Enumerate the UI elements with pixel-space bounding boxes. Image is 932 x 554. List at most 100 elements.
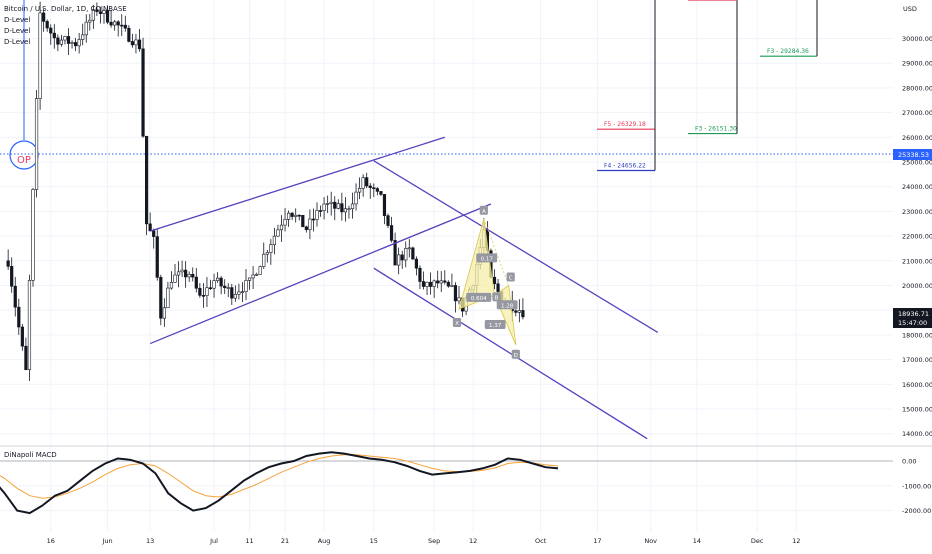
price-tick-label: 17000.00 <box>902 356 932 364</box>
pattern-label-a-text: A <box>482 209 486 215</box>
candle-body <box>428 281 433 287</box>
candle-body <box>162 307 166 319</box>
pattern-label-b-text: B <box>495 295 499 301</box>
candle-body <box>84 21 88 36</box>
harmonic-pattern: X A B C D 0.17 0.604 1.28 1.37 <box>452 205 520 359</box>
candle-body <box>187 273 191 278</box>
candle-body <box>127 27 131 42</box>
candle-body <box>453 285 458 302</box>
falling-channel-lower <box>373 267 648 440</box>
candle-body <box>255 274 259 276</box>
symbol-title[interactable]: Bitcoin / U.S. Dollar, 1D, COINBASE <box>4 5 127 13</box>
candle-body <box>432 280 436 287</box>
candle-body <box>24 345 28 370</box>
candle-body <box>81 34 85 40</box>
candle-body <box>315 210 319 220</box>
candle-body <box>329 201 333 204</box>
candle-body <box>109 21 113 26</box>
legend-line-1[interactable]: D-Level <box>4 16 31 24</box>
candle-body <box>148 223 152 232</box>
candle-body <box>159 277 163 319</box>
candle-body <box>10 266 14 287</box>
currency-label: USD <box>903 5 917 13</box>
candle-body <box>286 212 291 220</box>
candle-body <box>6 260 10 267</box>
candle-body <box>276 229 280 237</box>
candle-body <box>42 12 46 22</box>
candle-body <box>230 287 234 299</box>
candle-body <box>49 27 53 34</box>
candle-body <box>326 203 330 205</box>
candle-body <box>130 41 135 46</box>
candle-body <box>347 208 351 211</box>
candle-body <box>393 240 397 266</box>
pattern-label-x: X <box>452 317 462 327</box>
pattern-ratio-4-bg <box>484 320 506 330</box>
candle-body <box>66 36 71 44</box>
candle-body <box>13 285 17 308</box>
candle-body <box>407 247 411 250</box>
pattern-ratio-3-text: 1.28 <box>501 303 514 309</box>
macd-pane <box>0 451 559 515</box>
legend-line-2[interactable]: D-Level <box>4 27 31 35</box>
pattern-label-x-text: X <box>455 321 459 327</box>
time-tick-label: 11 <box>245 537 253 545</box>
candle-body <box>173 274 177 283</box>
op-price-value: 25338.53 <box>898 151 929 159</box>
channel-lines <box>149 136 659 440</box>
candle-body <box>184 269 188 278</box>
pattern-label-d: D <box>511 349 520 359</box>
indicator-title[interactable]: DiNapoli MACD <box>4 451 57 459</box>
candle-body <box>372 187 376 189</box>
candle-body <box>365 177 369 187</box>
candle-body <box>517 310 521 313</box>
time-tick-label: 15 <box>370 537 378 545</box>
price-tick-label: 15000.00 <box>902 406 932 414</box>
candle-body <box>120 24 124 27</box>
rising-channel-lower <box>149 203 492 345</box>
candle-body <box>91 9 95 21</box>
candle-body <box>379 191 383 195</box>
candle-body <box>247 277 252 281</box>
candle-body <box>34 98 39 190</box>
fib-targets: F5 - 26329.18 F4 - 24656.22 F3 - 26151.30 F… <box>597 0 818 172</box>
candle-body <box>105 10 110 23</box>
candle-body <box>251 274 255 279</box>
candle-body <box>216 277 220 281</box>
pattern-label-d-text: D <box>514 353 518 359</box>
candle-body <box>198 287 202 296</box>
candle-body <box>411 247 415 260</box>
candle-body <box>176 271 181 276</box>
candle-body <box>457 297 461 302</box>
legend-line-3[interactable]: D-Level <box>4 38 31 46</box>
pattern-ratio-1: 0.17 <box>476 253 498 263</box>
pattern-ratio-1-text: 0.17 <box>481 256 494 262</box>
candle-body <box>102 10 106 14</box>
price-tick-label: 24000.00 <box>902 183 932 191</box>
candle-body <box>514 310 518 313</box>
candle-body <box>74 42 78 47</box>
time-tick-label: Dec <box>751 537 764 545</box>
candle-body <box>20 326 24 347</box>
price-tick-label: 29000.00 <box>902 60 932 68</box>
candle-body <box>155 236 159 278</box>
candle-body <box>382 194 387 216</box>
candle-body <box>389 225 394 241</box>
candle-body <box>294 214 298 217</box>
fib-label: F5 - 26329.18 <box>604 121 646 128</box>
candle-body <box>56 37 60 45</box>
candle-body <box>361 177 365 189</box>
candle-body <box>386 215 390 226</box>
candle-body <box>400 254 404 261</box>
candle-body <box>52 32 56 39</box>
candle-body <box>191 273 195 278</box>
pattern-ratio-3-bg <box>496 300 518 310</box>
time-axis: 16 Jun 13 Jul 11 21 Aug 15 Sep 12 Oct 17 Nov 14 Dec 12 <box>47 537 801 545</box>
pattern-label-a-bg <box>479 205 488 215</box>
candle-body <box>265 252 269 255</box>
time-tick-label: Oct <box>535 537 547 545</box>
candle-body <box>446 281 450 287</box>
candle-body <box>31 189 35 281</box>
